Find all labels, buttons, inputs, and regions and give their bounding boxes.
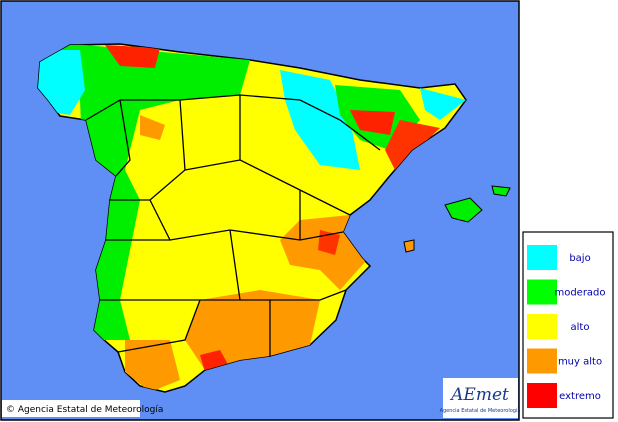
logo-subtitle: Agencia Estatal de Meteorología (440, 407, 521, 414)
legend-label: moderado (554, 288, 605, 299)
legend-swatch (527, 348, 557, 374)
legend-swatch (527, 383, 557, 408)
legend-swatch (527, 245, 557, 270)
legend-label: alto (571, 322, 590, 333)
mallorca (444, 197, 483, 223)
ibiza (403, 239, 415, 253)
logo-name: AEmet (449, 385, 509, 405)
copyright-box (2, 400, 140, 417)
legend-label: muy alto (558, 357, 602, 368)
legend-label: bajo (569, 253, 590, 264)
logo-box (443, 378, 518, 418)
copyright: © Agencia Estatal de Meteorología (6, 405, 163, 415)
menorca (491, 185, 511, 197)
legend-swatch (527, 314, 557, 339)
province-borders (85, 94, 381, 356)
legend-swatch (527, 279, 557, 305)
legend-label: extremo (559, 391, 601, 402)
risk-areas (38, 44, 466, 392)
spain-map (37, 43, 511, 393)
